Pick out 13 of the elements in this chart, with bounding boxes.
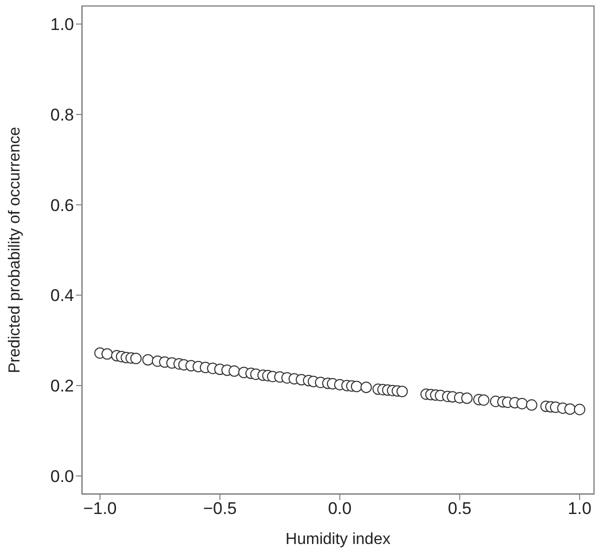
y-tick-label: 0.2 [50,376,74,396]
y-tick-label: 0.0 [50,466,74,486]
y-tick-label: 0.8 [50,105,74,124]
x-tick-label: 0.5 [448,499,472,518]
x-tick-label: 0.0 [328,499,352,518]
x-tick-label: −0.5 [203,499,237,518]
y-tick-label: 1.0 [50,15,74,34]
y-axis-title: Predicted probability of occurrence [6,126,24,374]
x-tick-label: −1.0 [83,499,117,518]
x-axis-title: Humidity index [286,531,390,548]
y-tick-label: 0.6 [50,196,74,215]
y-tick-label: 0.4 [50,286,74,306]
x-tick-label: 1.0 [568,499,592,518]
